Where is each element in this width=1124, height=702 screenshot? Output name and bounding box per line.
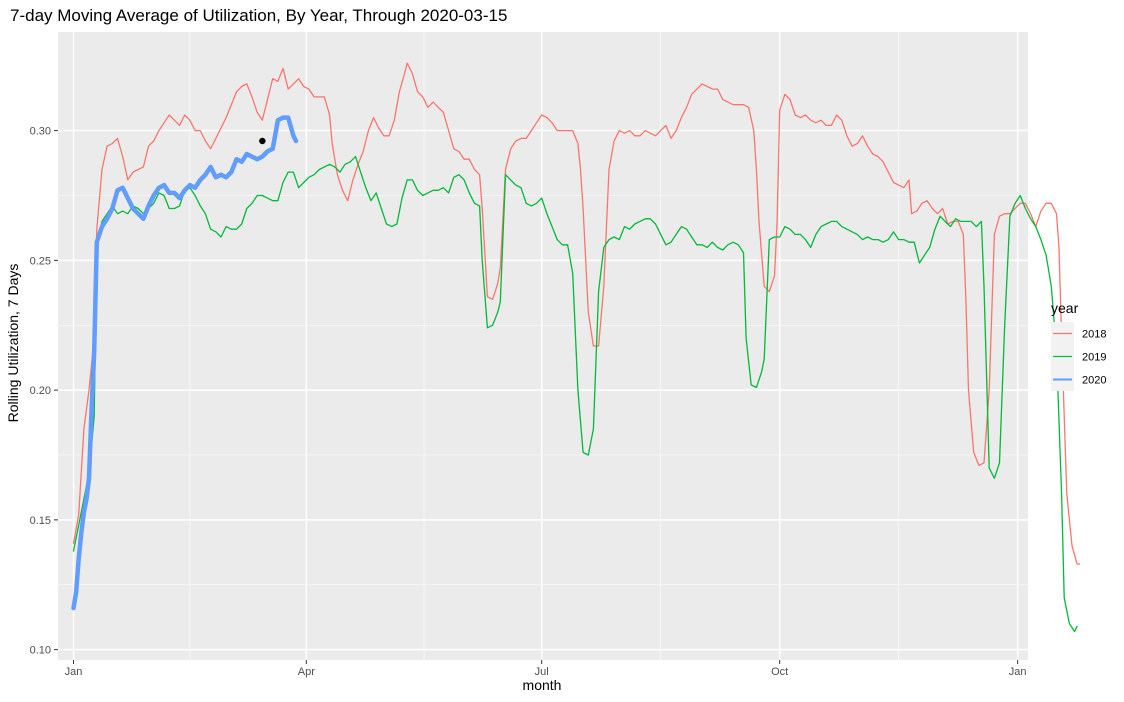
y-tick-label: 0.20 [30,385,51,397]
grid-major [58,32,1028,660]
x-tick-label: Jan [65,666,83,678]
x-axis-label: month [523,677,562,693]
end-point-marker [259,137,266,145]
y-axis-label: Rolling Utilization, 7 Days [5,264,21,423]
y-tick-label: 0.10 [30,645,51,657]
legend: year 2018 2019 2020 [1051,300,1106,391]
x-tick-label: Jan [1009,666,1027,678]
grid-minor [58,32,1028,660]
x-tick-label: Apr [298,666,315,678]
marker-layer [259,137,266,145]
y-tick-label: 0.15 [30,515,51,527]
y-axis: 0.10 0.15 0.20 0.25 0.30 [30,126,58,657]
legend-title: year [1051,300,1079,316]
x-tick-label: Jul [535,666,549,678]
y-tick-label: 0.30 [30,126,51,138]
series-layer [71,62,1081,633]
series-line-2018 [72,62,1081,565]
chart-title: 7-day Moving Average of Utilization, By … [10,6,507,25]
x-axis: Jan Apr Jul Oct Jan [65,660,1027,678]
legend-label-2018: 2018 [1082,329,1106,341]
y-tick-label: 0.25 [30,255,51,267]
series-line-2020 [71,115,299,611]
legend-label-2019: 2019 [1082,352,1106,364]
x-tick-label: Oct [771,666,788,678]
plot-panel [58,32,1028,660]
legend-label-2020: 2020 [1082,375,1106,387]
series-line-2019 [72,155,1078,633]
